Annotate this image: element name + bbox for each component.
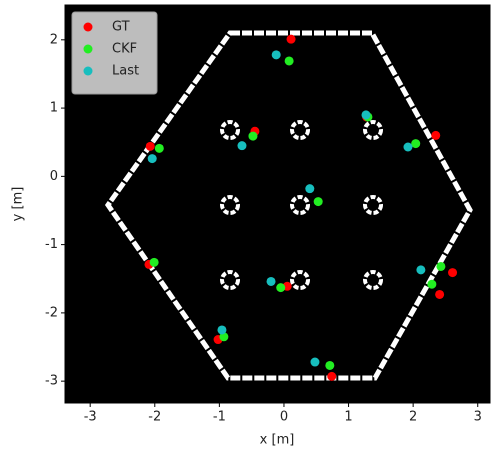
obstacle xyxy=(290,195,310,215)
y-tick-label: 2 xyxy=(50,32,58,47)
legend-marker xyxy=(83,66,93,76)
point xyxy=(310,357,320,367)
point xyxy=(286,34,296,44)
obstacle xyxy=(220,120,240,140)
obstacle xyxy=(363,120,383,140)
arena xyxy=(104,30,473,381)
point xyxy=(217,325,227,335)
x-axis-label: x [m] xyxy=(260,433,295,448)
obstacle xyxy=(220,270,240,290)
point xyxy=(284,56,294,66)
legend-box xyxy=(71,11,158,95)
legend-label: Last xyxy=(112,64,139,79)
point xyxy=(147,154,157,164)
point xyxy=(327,371,337,381)
point xyxy=(436,261,446,271)
point xyxy=(313,197,323,207)
point xyxy=(145,141,155,151)
y-tick-label: 0 xyxy=(50,169,58,184)
point xyxy=(266,276,276,286)
point xyxy=(248,131,258,141)
y-axis-label: y [m] xyxy=(11,187,26,222)
y-tick-label: -3 xyxy=(45,374,58,389)
point xyxy=(325,360,335,370)
point xyxy=(237,141,247,151)
x-tick-label: 0 xyxy=(280,410,288,425)
x-tick-label: -3 xyxy=(84,410,97,425)
point xyxy=(435,289,445,299)
point xyxy=(149,257,159,267)
point xyxy=(416,265,426,275)
point xyxy=(411,139,421,149)
x-tick-label: -1 xyxy=(213,410,226,425)
point xyxy=(305,184,315,194)
point xyxy=(431,130,441,140)
obstacle xyxy=(220,195,240,215)
point xyxy=(154,143,164,153)
x-tick-label: 3 xyxy=(474,410,482,425)
legend-label: GT xyxy=(112,20,130,35)
y-tick-label: 1 xyxy=(50,101,58,116)
obstacle xyxy=(363,195,383,215)
y-tick-label: -1 xyxy=(45,237,58,252)
plot-frame xyxy=(64,4,491,404)
obstacle xyxy=(290,270,310,290)
legend-marker xyxy=(83,22,93,32)
legend-label: CKF xyxy=(112,42,137,57)
obstacle xyxy=(290,120,310,140)
y-tick-label: -2 xyxy=(45,305,58,320)
legend: GT CKF Last xyxy=(71,11,158,95)
point xyxy=(403,142,413,152)
x-tick-label: -2 xyxy=(148,410,161,425)
point xyxy=(448,268,458,278)
point xyxy=(271,50,281,60)
x-tick-label: 1 xyxy=(344,410,352,425)
arena-wall xyxy=(104,30,473,381)
obstacle xyxy=(363,270,383,290)
point xyxy=(361,110,371,120)
legend-marker xyxy=(83,44,93,54)
point xyxy=(219,332,229,342)
x-tick-label: 2 xyxy=(409,410,417,425)
point xyxy=(427,279,437,289)
point xyxy=(276,283,286,293)
